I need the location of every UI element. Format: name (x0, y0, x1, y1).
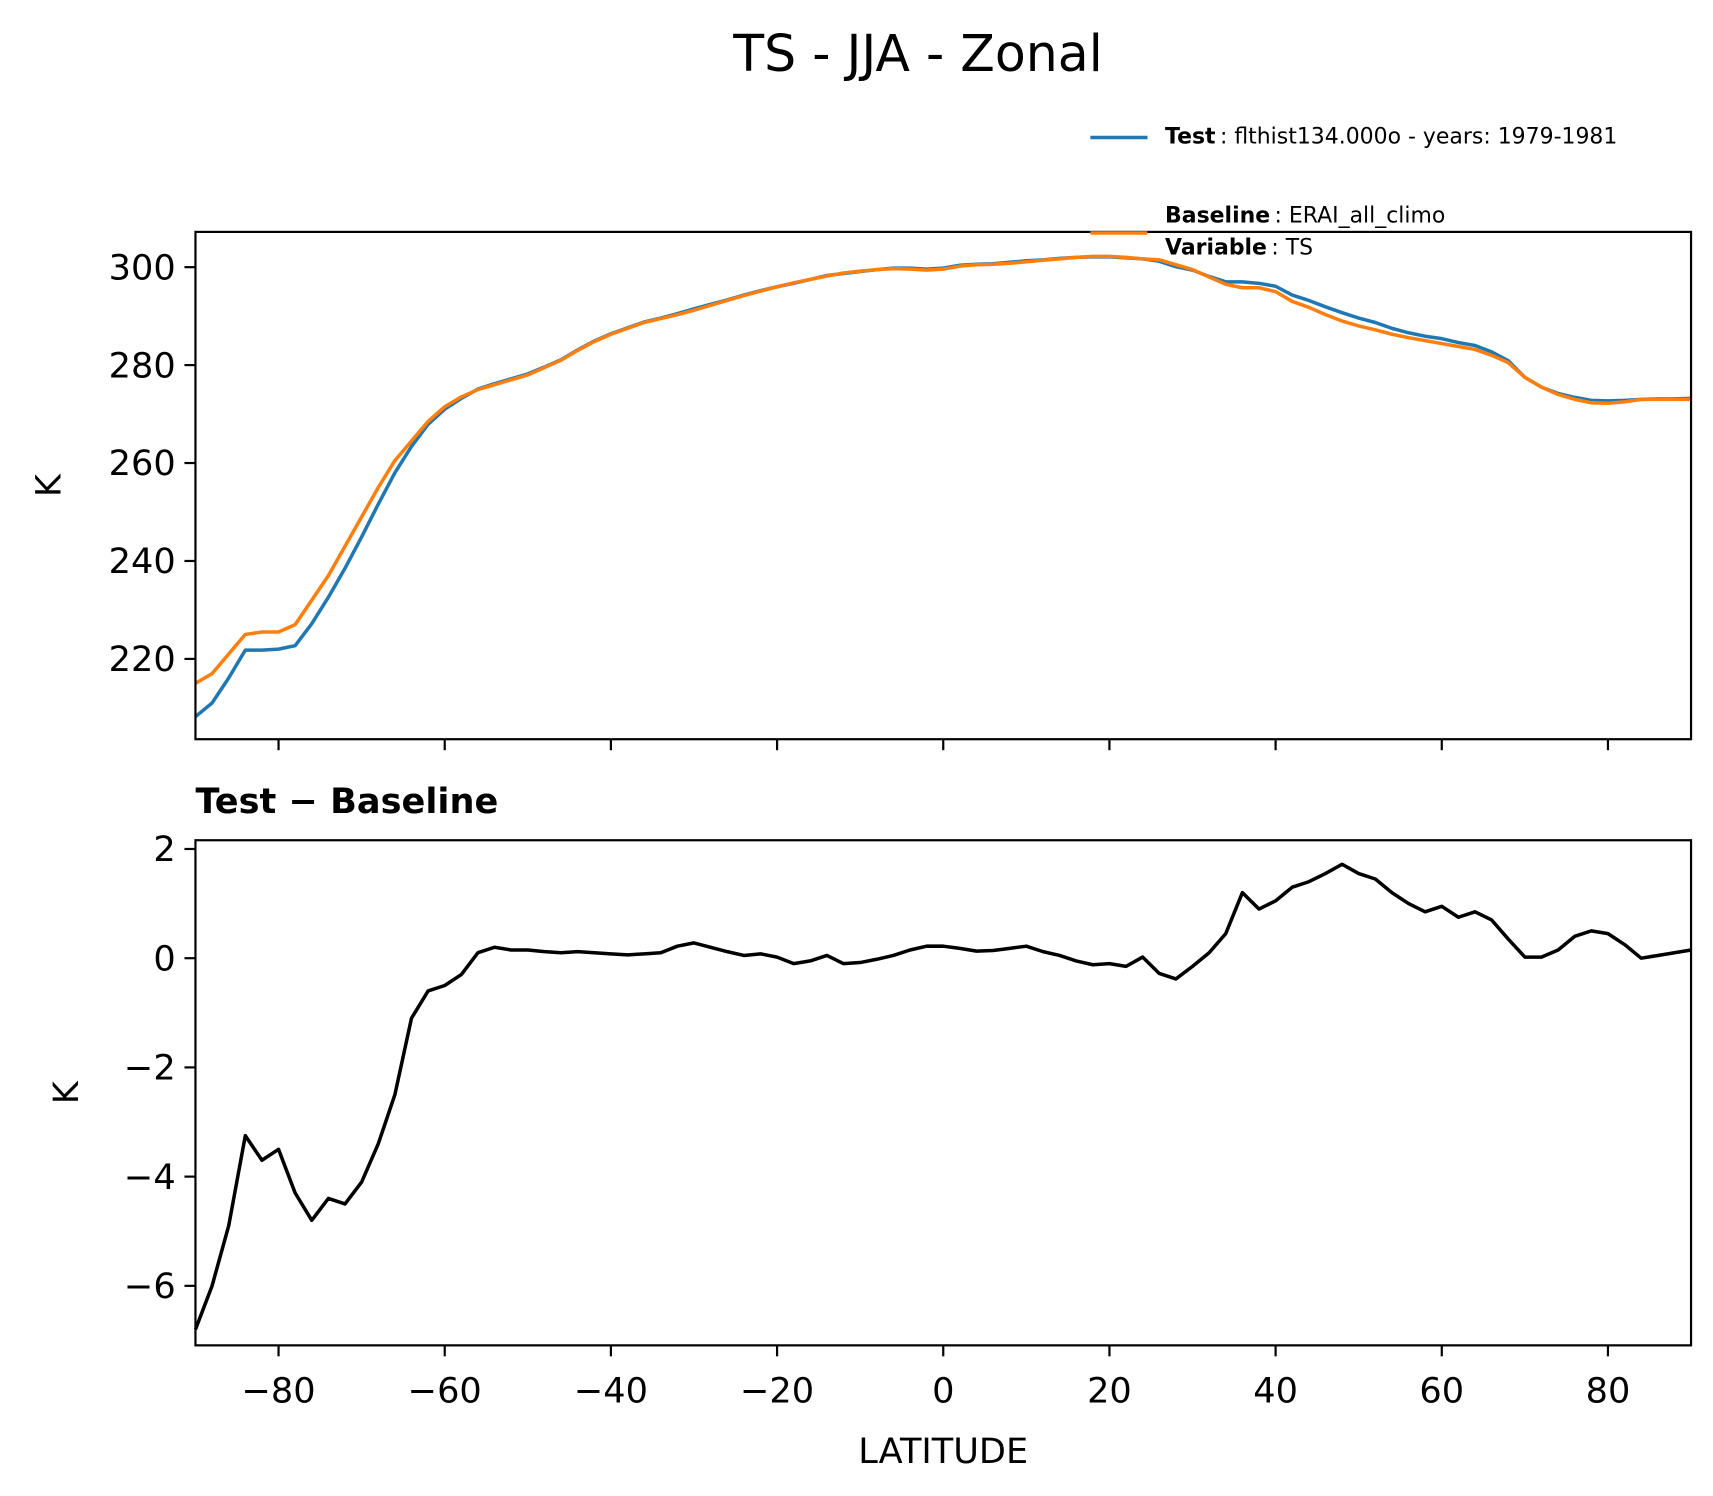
y-tick-label: −4 (124, 1157, 176, 1198)
data-line (194, 254, 1692, 685)
y-axis-label: K (46, 1080, 87, 1104)
legend-name: Variable (1165, 235, 1267, 260)
x-tick-label: −60 (408, 1371, 482, 1412)
y-tick-label: 280 (109, 345, 176, 386)
legend-label: : ERAI_all_climo (1275, 204, 1446, 229)
y-axis-label: K (29, 473, 70, 497)
y-tick-label: −6 (124, 1266, 176, 1307)
legend-entry: Baseline: ERAI_all_climo (1165, 204, 1445, 229)
panel-title: Test − Baseline (195, 781, 498, 822)
legend-name: Test (1165, 124, 1216, 149)
x-tick-label: 0 (932, 1371, 954, 1412)
x-tick-label: 40 (1253, 1371, 1298, 1412)
legend-label: : flthist134.000o - years: 1979-1981 (1220, 124, 1617, 149)
legend-label: : TS (1271, 235, 1313, 260)
y-tick-label: 300 (109, 247, 176, 288)
y-tick-label: 240 (109, 541, 176, 582)
data-line (193, 862, 1692, 1331)
legend-entry: Test: flthist134.000o - years: 1979-1981 (1165, 124, 1617, 149)
y-tick-label: 220 (109, 639, 176, 680)
y-tick-label: 2 (153, 829, 175, 870)
x-tick-label: 80 (1586, 1371, 1631, 1412)
x-tick-label: 20 (1087, 1371, 1132, 1412)
x-tick-label: −40 (574, 1371, 648, 1412)
x-axis-label: LATITUDE (858, 1431, 1028, 1472)
y-tick-label: −2 (124, 1048, 176, 1089)
figure-title: TS - JJA - Zonal (732, 24, 1102, 83)
y-tick-label: 260 (109, 443, 176, 484)
x-tick-label: 60 (1419, 1371, 1464, 1412)
legend-entry: Variable: TS (1165, 235, 1313, 260)
y-tick-label: 0 (153, 938, 175, 979)
x-tick-label: −80 (241, 1371, 315, 1412)
legend-name: Baseline (1165, 204, 1270, 229)
x-tick-label: −20 (740, 1371, 814, 1412)
